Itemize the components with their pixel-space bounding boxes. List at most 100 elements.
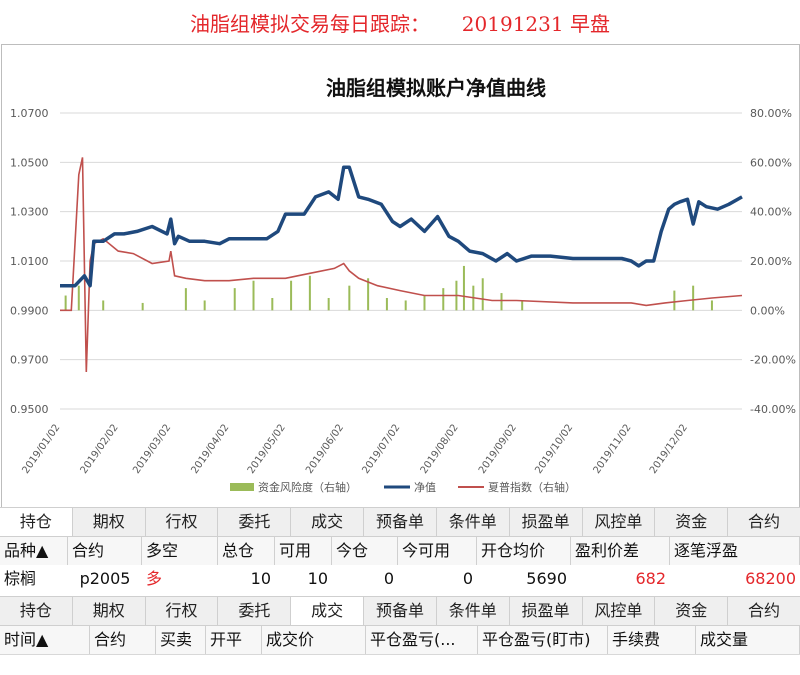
top-tab-8[interactable]: 风控单: [583, 508, 656, 536]
risk-bar: [348, 285, 351, 311]
risk-bar: [442, 288, 445, 311]
bottom-tab-2[interactable]: 行权: [146, 597, 219, 625]
bottom-tab-7[interactable]: 损盈单: [510, 597, 583, 625]
bottom-tab-8[interactable]: 风控单: [583, 597, 656, 625]
col-open-close[interactable]: 开平: [206, 626, 262, 654]
col-float-pnl[interactable]: 逐笔浮盈: [670, 537, 800, 565]
nav-chart-svg: 油脂组模拟账户净值曲线 1.0700 80.00% 1.0500 60.00% 1.030…: [10, 76, 796, 494]
top-tab-6[interactable]: 条件单: [437, 508, 510, 536]
nav-line: [60, 165, 743, 288]
risk-bar: [141, 302, 144, 311]
legend-risk-label: 资金风险度（右轴）: [258, 480, 357, 494]
risk-bar: [692, 285, 695, 311]
top-tab-5[interactable]: 预备单: [364, 508, 437, 536]
table-row[interactable]: 棕榈 p2005 多 10 10 0 0 5690 682 68200: [0, 565, 800, 593]
risk-bar: [385, 298, 388, 311]
bottom-tab-10[interactable]: 合约: [748, 601, 781, 620]
bottom-tab-9[interactable]: 资金: [655, 597, 729, 625]
float-pnl-cell: 68200: [745, 569, 796, 588]
col-today-available[interactable]: 今可用: [398, 537, 477, 565]
col-total[interactable]: 总仓: [218, 537, 275, 565]
page-title: 油脂组模拟交易每日跟踪： 20191231 早盘: [190, 12, 610, 36]
trade-tabs: 持仓 期权 行权 委托 成交 预备单 条件单 损盈单 风控单 资金 合约: [0, 596, 800, 626]
risk-bar: [203, 300, 206, 311]
top-tab-1[interactable]: 期权: [73, 508, 146, 536]
right-tick-label: 0.00%: [750, 304, 785, 317]
risk-bar: [252, 280, 255, 311]
top-tab-0[interactable]: 持仓: [0, 508, 73, 536]
top-tab-9[interactable]: 资金: [655, 508, 729, 536]
col-close-pnl-mtm[interactable]: 平仓盈亏(盯市): [478, 626, 608, 654]
risk-bar: [233, 288, 236, 311]
right-tick-label: 80.00%: [750, 107, 792, 120]
left-tick-label: 0.9700: [10, 354, 49, 367]
risk-bar: [184, 288, 187, 311]
col-today[interactable]: 今仓: [332, 537, 398, 565]
x-tick-label: 2019/08/02: [419, 422, 461, 476]
right-tick-label: -40.00%: [750, 403, 796, 416]
risk-bar: [77, 285, 80, 311]
price-diff-cell: 682: [635, 569, 666, 588]
risk-bar: [308, 275, 311, 311]
col-direction[interactable]: 多空: [142, 537, 218, 565]
x-tick-label: 2019/02/02: [79, 422, 121, 476]
col-avg-open-price[interactable]: 开仓均价: [477, 537, 571, 565]
x-tick-label: 2019/07/02: [360, 422, 402, 476]
top-tab-4[interactable]: 成交: [291, 508, 365, 536]
col-volume[interactable]: 成交量: [696, 626, 800, 654]
risk-bar: [423, 295, 426, 311]
col-contract[interactable]: 合约: [68, 537, 142, 565]
x-tick-label: 2019/10/02: [533, 422, 575, 476]
top-tab-7[interactable]: 损盈单: [510, 508, 583, 536]
risk-bar: [673, 290, 676, 311]
bottom-tab-0[interactable]: 持仓: [0, 597, 73, 625]
today-available-cell: 0: [462, 569, 473, 588]
risk-bar: [290, 280, 293, 311]
col-close-pnl[interactable]: 平仓盈亏(...: [366, 626, 478, 654]
risk-bar: [271, 298, 274, 311]
x-tick-label: 2019/11/02: [592, 422, 634, 476]
risk-bar: [64, 295, 67, 311]
col-available[interactable]: 可用: [275, 537, 332, 565]
x-tick-label: 2019/04/02: [189, 422, 231, 476]
left-tick-label: 0.9900: [10, 304, 49, 317]
right-tick-label: 20.00%: [750, 255, 792, 268]
bottom-tab-1[interactable]: 期权: [73, 597, 146, 625]
top-tab-3[interactable]: 委托: [218, 508, 292, 536]
positions-header: 品种▲ 合约 多空 总仓 可用 今仓 今可用 开仓均价 盈利价差 逐笔浮盈: [0, 537, 800, 566]
col-fee[interactable]: 手续费: [608, 626, 696, 654]
bottom-tab-3[interactable]: 委托: [218, 597, 292, 625]
bottom-tab-4[interactable]: 成交: [291, 597, 365, 625]
bottom-tab-6[interactable]: 条件单: [437, 597, 510, 625]
col-buy-sell[interactable]: 买卖: [156, 626, 206, 654]
bottom-tab-5[interactable]: 预备单: [364, 597, 437, 625]
x-tick-label: 2019/06/02: [304, 422, 346, 476]
right-tick-label: 40.00%: [750, 206, 792, 219]
col-trade-price[interactable]: 成交价: [262, 626, 366, 654]
x-tick-label: 2019/01/02: [20, 422, 62, 476]
today-cell: 0: [383, 569, 394, 588]
nav-chart: 油脂组模拟账户净值曲线 1.0700 80.00% 1.0500 60.00% 1.030…: [1, 44, 800, 508]
risk-bar: [710, 300, 713, 311]
x-tick-label: 2019/12/02: [648, 422, 690, 476]
left-tick-label: 1.0700: [10, 107, 49, 120]
top-tab-10[interactable]: 合约: [748, 512, 781, 531]
product-cell: 棕榈: [4, 569, 37, 588]
col-time[interactable]: 时间▲: [0, 626, 90, 654]
contract-cell: p2005: [79, 569, 131, 588]
top-tab-2[interactable]: 行权: [146, 508, 219, 536]
col-product[interactable]: 品种▲: [0, 537, 68, 565]
legend-sharpe-label: 夏普指数（右轴）: [488, 480, 576, 494]
left-tick-label: 1.0300: [10, 206, 49, 219]
available-cell: 10: [307, 569, 328, 588]
risk-bar: [462, 265, 465, 311]
col-price-diff[interactable]: 盈利价差: [571, 537, 670, 565]
x-tick-label: 2019/03/02: [131, 422, 173, 476]
right-tick-label: 60.00%: [750, 156, 792, 169]
legend-risk-swatch: [230, 483, 254, 491]
direction-cell: 多: [146, 569, 163, 588]
risk-bar: [404, 300, 407, 311]
x-tick-label: 2019/05/02: [246, 422, 288, 476]
col-contract[interactable]: 合约: [90, 626, 156, 654]
left-tick-label: 0.9500: [10, 403, 49, 416]
